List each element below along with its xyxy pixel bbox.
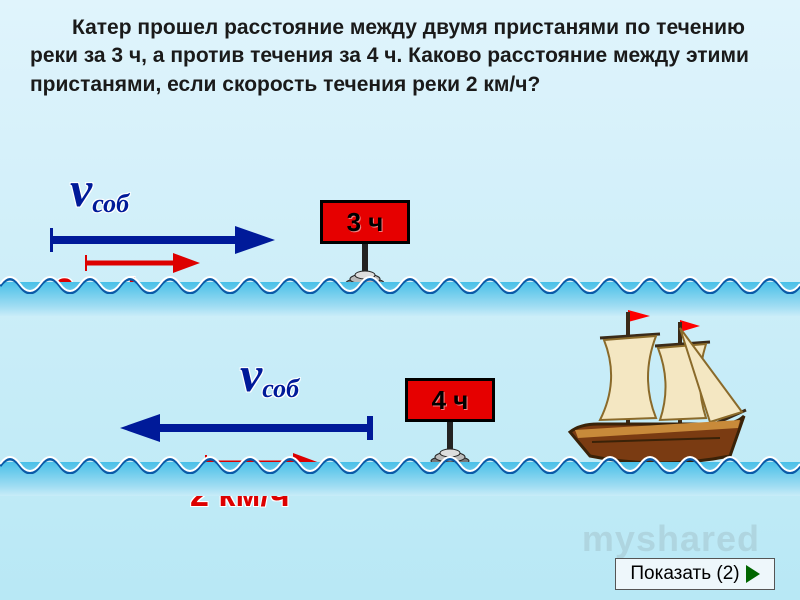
play-icon xyxy=(746,565,760,583)
v-sob-label-1: vсоб xyxy=(70,160,129,218)
scene-upstream: vсоб 2 км/ч 4 ч xyxy=(0,400,800,550)
show-button-label: Показать (2) xyxy=(630,563,739,585)
boat-arrow-2 xyxy=(120,408,380,448)
waves-2 xyxy=(0,450,800,474)
problem-text: Катер прошел расстояние между двумя прис… xyxy=(0,0,800,99)
v-sob-label-2: vсоб xyxy=(240,345,299,403)
sign-panel-2: 4 ч xyxy=(405,378,495,422)
show-button[interactable]: Показать (2) xyxy=(615,558,775,590)
water-2 xyxy=(0,462,800,496)
sign-panel-1: 3 ч xyxy=(320,200,410,244)
waves-1 xyxy=(0,270,800,294)
